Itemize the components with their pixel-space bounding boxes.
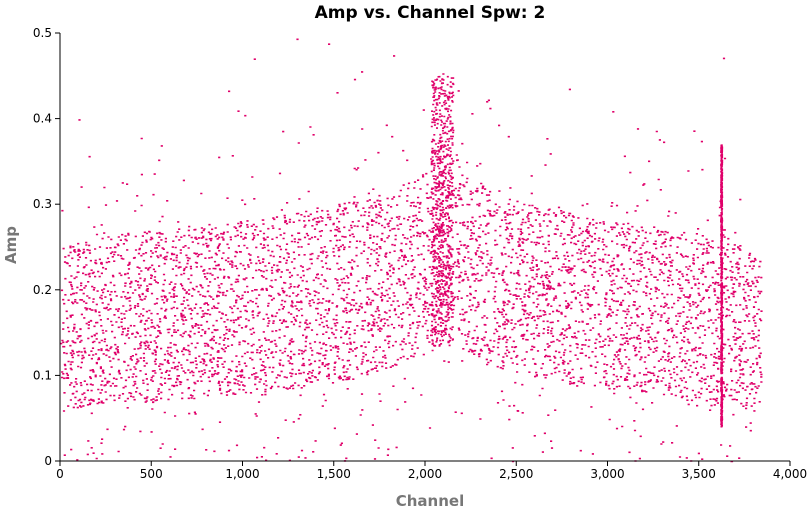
y-axis-label: Amp	[2, 226, 20, 264]
y-ticks: 0 0.1 0.2 0.3 0.4 0.5	[33, 26, 60, 468]
y-tick-label: 0.3	[33, 197, 52, 211]
scatter-point-cloud	[60, 38, 763, 463]
chart-title: Amp vs. Channel Spw: 2	[315, 3, 546, 23]
scatter-points	[60, 38, 763, 463]
x-axis-label: Channel	[396, 492, 464, 510]
x-tick-label: 3,500	[682, 467, 716, 481]
x-tick-label: 0	[56, 467, 64, 481]
x-tick-label: 2,000	[408, 467, 442, 481]
y-tick-label: 0	[44, 454, 52, 468]
x-ticks: 0 500 1,000 1,500 2,000 2,500 3,000 3,500 4,000	[56, 461, 807, 481]
x-tick-label: 500	[140, 467, 163, 481]
x-tick-label: 1,000	[225, 467, 259, 481]
x-tick-label: 4,000	[773, 467, 807, 481]
x-tick-label: 2,500	[499, 467, 533, 481]
y-tick-label: 0.4	[33, 112, 52, 126]
y-tick-label: 0.5	[33, 26, 52, 40]
y-tick-label: 0.2	[33, 283, 52, 297]
x-tick-label: 1,500	[317, 467, 351, 481]
x-tick-label: 3,000	[590, 467, 624, 481]
y-tick-label: 0.1	[33, 368, 52, 382]
